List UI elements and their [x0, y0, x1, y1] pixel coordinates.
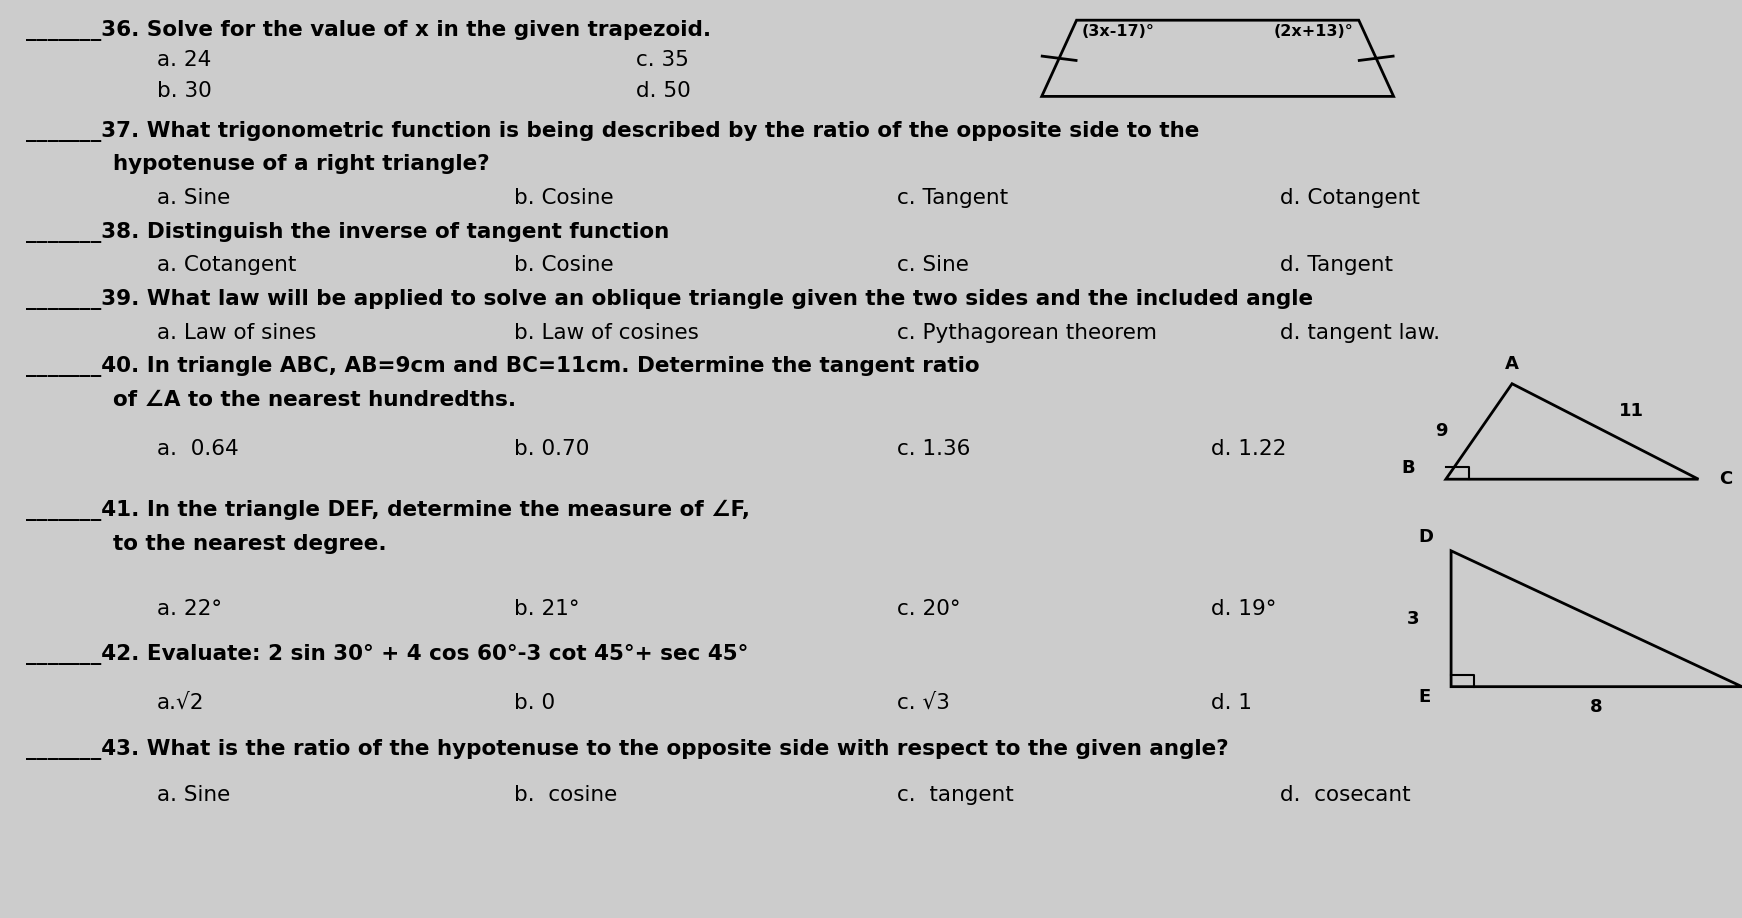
Text: d. 1: d. 1: [1211, 693, 1252, 713]
Text: _______42. Evaluate: 2 sin 30° + 4 cos 60°-3 cot 45°+ sec 45°: _______42. Evaluate: 2 sin 30° + 4 cos 6…: [26, 644, 749, 666]
Text: a. Sine: a. Sine: [157, 785, 230, 805]
Text: d. 50: d. 50: [636, 81, 690, 101]
Text: _______36. Solve for the value of x in the given trapezoid.: _______36. Solve for the value of x in t…: [26, 20, 711, 41]
Text: c. 20°: c. 20°: [897, 599, 960, 619]
Text: 8: 8: [1590, 698, 1603, 716]
Text: _______43. What is the ratio of the hypotenuse to the opposite side with respect: _______43. What is the ratio of the hypo…: [26, 739, 1228, 760]
Text: a. 22°: a. 22°: [157, 599, 221, 619]
Text: (3x-17)°: (3x-17)°: [1082, 24, 1155, 39]
Text: b. Law of cosines: b. Law of cosines: [514, 323, 699, 343]
Text: a. Law of sines: a. Law of sines: [157, 323, 315, 343]
Text: C: C: [1719, 470, 1733, 488]
Text: d. Tangent: d. Tangent: [1280, 255, 1394, 275]
Text: hypotenuse of a right triangle?: hypotenuse of a right triangle?: [113, 154, 490, 174]
Text: B: B: [1401, 459, 1415, 477]
Text: c. Pythagorean theorem: c. Pythagorean theorem: [897, 323, 1157, 343]
Text: 9: 9: [1435, 422, 1448, 441]
Text: d. tangent law.: d. tangent law.: [1280, 323, 1441, 343]
Text: A: A: [1505, 354, 1519, 373]
Text: c. √3: c. √3: [897, 693, 949, 713]
Text: _______39. What law will be applied to solve an oblique triangle given the two s: _______39. What law will be applied to s…: [26, 289, 1313, 310]
Text: c. Sine: c. Sine: [897, 255, 969, 275]
Text: d.  cosecant: d. cosecant: [1280, 785, 1411, 805]
Text: _______38. Distinguish the inverse of tangent function: _______38. Distinguish the inverse of ta…: [26, 222, 669, 243]
Text: b. 21°: b. 21°: [514, 599, 580, 619]
Text: b. 30: b. 30: [157, 81, 211, 101]
Text: c. 35: c. 35: [636, 50, 688, 71]
Text: b. 0.70: b. 0.70: [514, 439, 589, 459]
Text: d. 1.22: d. 1.22: [1211, 439, 1286, 459]
Text: _______40. In triangle ABC, AB=9cm and BC=11cm. Determine the tangent ratio: _______40. In triangle ABC, AB=9cm and B…: [26, 356, 979, 377]
Text: 11: 11: [1620, 402, 1644, 420]
Text: D: D: [1418, 528, 1434, 546]
Text: a. Cotangent: a. Cotangent: [157, 255, 296, 275]
Text: to the nearest degree.: to the nearest degree.: [113, 534, 387, 554]
Text: E: E: [1418, 688, 1430, 707]
Text: of ∠A to the nearest hundredths.: of ∠A to the nearest hundredths.: [113, 390, 516, 410]
Text: a. Sine: a. Sine: [157, 188, 230, 208]
Text: a.√2: a.√2: [157, 693, 204, 713]
Text: d. 19°: d. 19°: [1211, 599, 1277, 619]
Text: b. Cosine: b. Cosine: [514, 255, 613, 275]
Text: d. Cotangent: d. Cotangent: [1280, 188, 1420, 208]
Text: c. 1.36: c. 1.36: [897, 439, 970, 459]
Text: b. 0: b. 0: [514, 693, 556, 713]
Text: _______41. In the triangle DEF, determine the measure of ∠F,: _______41. In the triangle DEF, determin…: [26, 500, 751, 521]
Text: 3: 3: [1408, 610, 1420, 628]
Text: b. Cosine: b. Cosine: [514, 188, 613, 208]
Text: _______37. What trigonometric function is being described by the ratio of the op: _______37. What trigonometric function i…: [26, 121, 1200, 142]
Text: (2x+13)°: (2x+13)°: [1273, 24, 1354, 39]
Text: c. Tangent: c. Tangent: [897, 188, 1009, 208]
Text: a. 24: a. 24: [157, 50, 211, 71]
Text: c.  tangent: c. tangent: [897, 785, 1014, 805]
Text: b.  cosine: b. cosine: [514, 785, 617, 805]
Text: a.  0.64: a. 0.64: [157, 439, 239, 459]
